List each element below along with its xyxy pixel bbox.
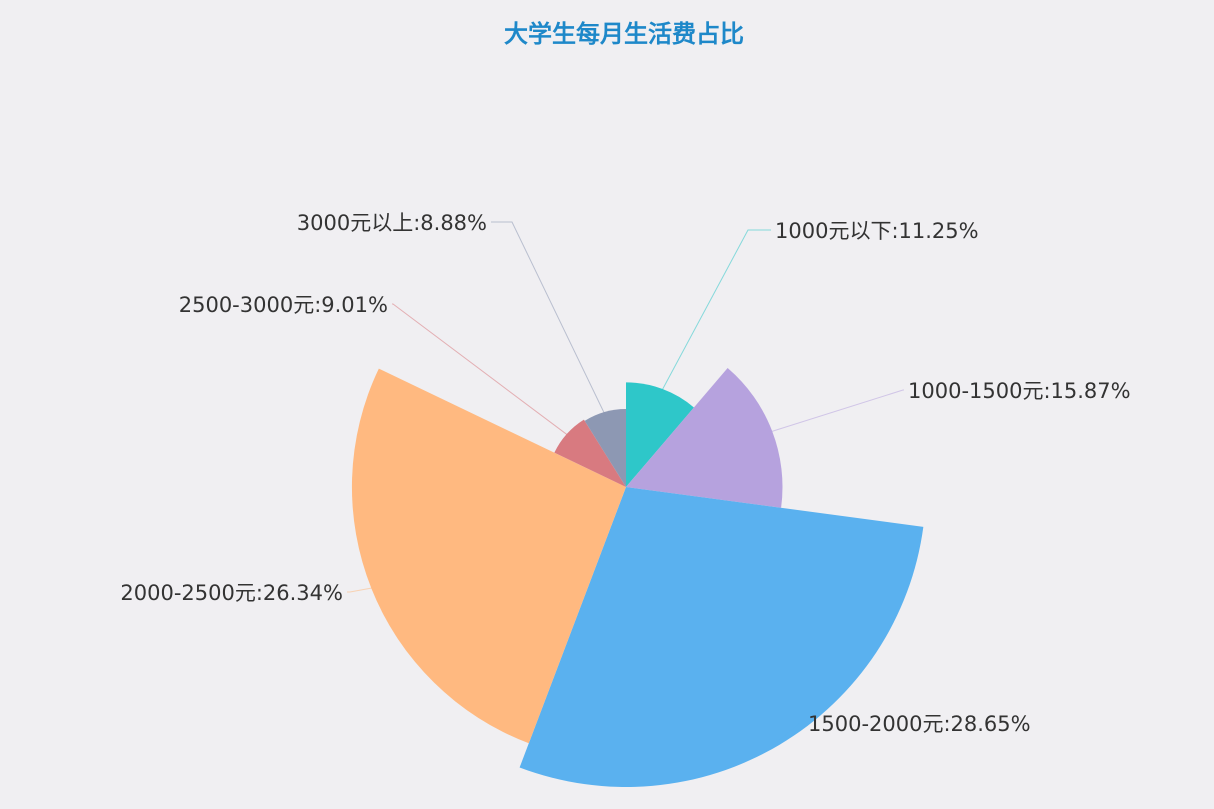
rose-slice (584, 409, 626, 487)
chart-title: 大学生每月生活费占比 (504, 20, 744, 48)
leader-line (777, 722, 804, 742)
slice-label: 2000-2500元:26.34% (120, 581, 343, 605)
slice-label: 3000元以上:8.88% (297, 211, 487, 235)
leader-line (347, 586, 376, 593)
rose-slice (554, 419, 626, 487)
leader-line (768, 389, 904, 433)
rose-slice (519, 487, 924, 788)
slice-label: 1500-2000元:28.65% (808, 712, 1031, 736)
rose-slice (626, 368, 783, 508)
slice-label: 2500-3000元:9.01% (179, 293, 388, 317)
slice-label: 1000元以下:11.25% (775, 219, 979, 243)
leader-line (491, 221, 607, 417)
leader-line (660, 229, 771, 393)
rose-slice (351, 368, 626, 744)
leader-line (392, 303, 571, 438)
slice-label: 1000-1500元:15.87% (908, 379, 1131, 403)
rose-slice (626, 382, 694, 487)
